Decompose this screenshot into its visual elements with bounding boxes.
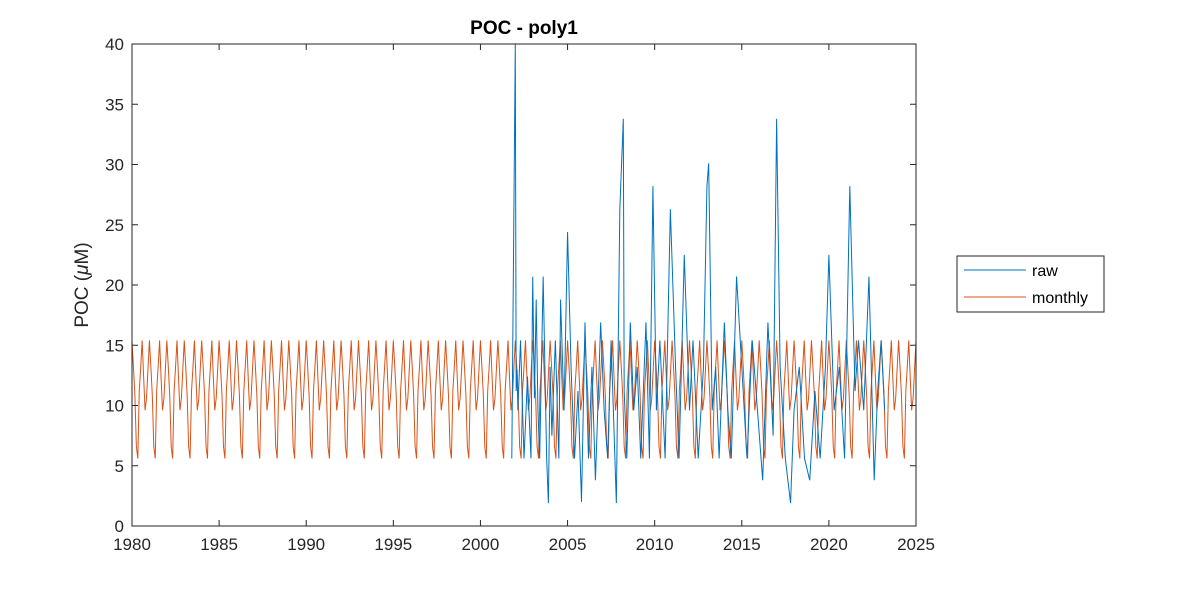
y-axis-label-mu: μ <box>72 264 93 276</box>
x-tick-label: 2025 <box>897 535 935 554</box>
tick-layer: 1980 1985 1990 1995 2000 2005 2010 2015 2020 2025… <box>105 35 935 554</box>
y-tick-label: 30 <box>105 156 124 175</box>
y-tick-label: 5 <box>115 457 124 476</box>
x-tick-label: 1995 <box>374 535 412 554</box>
legend: raw monthly <box>956 255 1105 313</box>
y-tick-label: 15 <box>105 336 124 355</box>
x-tick-label: 2005 <box>549 535 587 554</box>
y-tick-label: 35 <box>105 95 124 114</box>
x-tick-label: 1990 <box>287 535 325 554</box>
y-axis-label-suffix: M) <box>72 242 93 264</box>
x-tick-label: 2010 <box>636 535 674 554</box>
x-tick-label: 2015 <box>723 535 761 554</box>
y-axis-label: POC (μM) <box>72 242 93 327</box>
series-layer <box>131 43 917 504</box>
x-tick-label: 1980 <box>113 535 151 554</box>
raw-series-line <box>511 43 886 504</box>
legend-box <box>956 255 1105 313</box>
x-tick-label: 2020 <box>810 535 848 554</box>
y-axis-label-prefix: POC ( <box>72 274 93 327</box>
chart-title: POC - poly1 <box>470 18 578 39</box>
y-tick-label: 40 <box>105 35 124 54</box>
legend-monthly-label: monthly <box>1032 290 1088 307</box>
monthly-series-line <box>131 340 917 459</box>
legend-raw-label: raw <box>1032 263 1058 280</box>
x-tick-label: 1985 <box>200 535 238 554</box>
y-tick-label: 25 <box>105 216 124 235</box>
x-tick-label: 2000 <box>462 535 500 554</box>
y-tick-label: 20 <box>105 276 124 295</box>
y-tick-label: 0 <box>115 517 124 536</box>
y-tick-label: 10 <box>105 397 124 416</box>
